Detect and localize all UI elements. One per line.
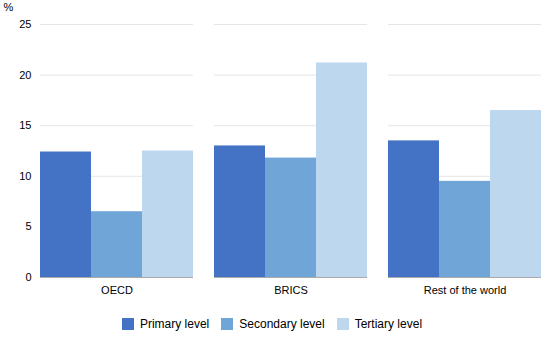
svg-text:0: 0 xyxy=(25,271,31,283)
svg-text:25: 25 xyxy=(19,18,31,30)
svg-text:Rest of the world: Rest of the world xyxy=(424,284,507,296)
svg-text:10: 10 xyxy=(19,170,31,182)
html-text:Tertiary level: Tertiary level xyxy=(354,316,422,331)
svg-text:OECD: OECD xyxy=(101,284,133,296)
svg-text:BRICS: BRICS xyxy=(274,284,308,296)
html-text:Secondary level: Secondary level xyxy=(239,316,325,331)
svg-text:%: % xyxy=(4,1,14,13)
html-text:Primary level: Primary level xyxy=(139,316,210,331)
svg-text:5: 5 xyxy=(25,220,31,232)
svg-text:20: 20 xyxy=(19,69,31,81)
svg-text:15: 15 xyxy=(19,119,31,131)
